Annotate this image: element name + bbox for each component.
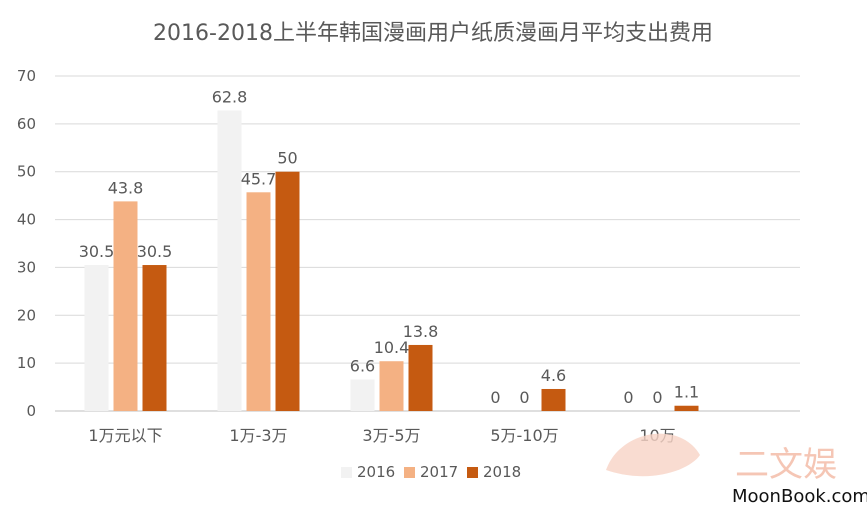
- watermark-cjk-text: 二文娱: [735, 445, 837, 485]
- y-axis: 0 10 20 30 40 50 60 70: [17, 67, 36, 420]
- y-tick-label: 30: [17, 258, 36, 276]
- bar-2016: [84, 265, 109, 411]
- bars: [84, 110, 699, 411]
- legend-label: 2016: [357, 463, 395, 481]
- chart-title: 2016-2018上半年韩国漫画用户纸质漫画月平均支出费用: [153, 21, 713, 46]
- bar-2018: [275, 171, 300, 411]
- data-label: 13.8: [403, 322, 439, 341]
- category-label: 1万-3万: [229, 426, 287, 445]
- data-label: 10.4: [374, 338, 410, 357]
- bar-2017: [113, 201, 138, 411]
- data-label: 4.6: [541, 366, 566, 385]
- legend: 2016 2017 2018: [341, 463, 521, 481]
- data-label: 30.5: [137, 242, 173, 261]
- y-tick-label: 20: [17, 306, 36, 324]
- bar-2018: [674, 405, 699, 411]
- data-label: 62.8: [212, 87, 248, 106]
- legend-swatch-2018: [467, 467, 478, 478]
- data-label: 50: [277, 149, 297, 168]
- data-label: 6.6: [350, 356, 375, 375]
- data-label: 0: [519, 388, 529, 407]
- category-label: 5万-10万: [490, 426, 558, 445]
- bar-2016: [350, 379, 375, 411]
- category-label: 1万元以下: [88, 426, 162, 445]
- data-label: 0: [652, 388, 662, 407]
- y-tick-label: 60: [17, 115, 36, 133]
- bar-2018: [541, 388, 566, 411]
- legend-label: 2018: [483, 463, 521, 481]
- bar-2016: [217, 110, 242, 411]
- category-label: 3万-5万: [362, 426, 420, 445]
- data-label: 1.1: [674, 383, 699, 402]
- watermark-brand-text: MoonBook.com: [732, 486, 867, 507]
- bar-2018: [408, 344, 433, 411]
- y-tick-label: 10: [17, 354, 36, 372]
- y-tick-label: 0: [26, 402, 36, 420]
- bar-2017: [379, 361, 404, 411]
- bar-2017: [246, 192, 271, 411]
- legend-swatch-2017: [404, 467, 415, 478]
- y-tick-label: 40: [17, 211, 36, 229]
- data-label: 43.8: [108, 178, 144, 197]
- y-tick-label: 50: [17, 163, 36, 181]
- grid-lines: [55, 75, 800, 412]
- data-label: 0: [490, 388, 500, 407]
- data-label: 45.7: [241, 169, 277, 188]
- y-tick-label: 70: [17, 67, 36, 85]
- watermark: 二文娱 MoonBook.com: [606, 433, 867, 507]
- legend-swatch-2016: [341, 467, 352, 478]
- watermark-logo-icon: [606, 433, 700, 477]
- legend-label: 2017: [420, 463, 458, 481]
- bar-2018: [142, 265, 167, 411]
- data-label: 0: [623, 388, 633, 407]
- data-label: 30.5: [79, 242, 115, 261]
